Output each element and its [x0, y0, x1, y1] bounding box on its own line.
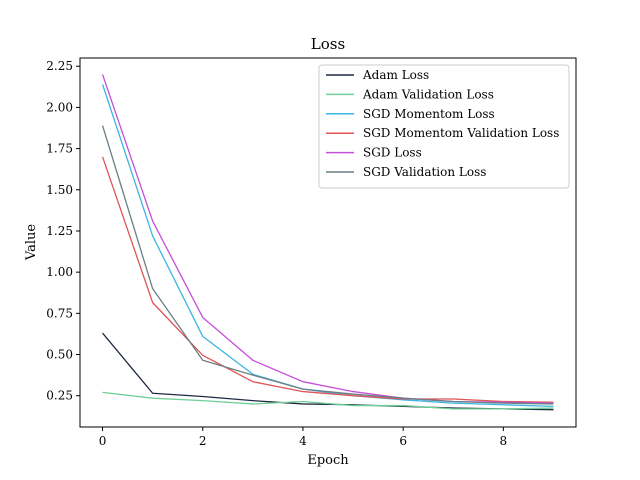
x-tick-label: 6 [399, 434, 407, 448]
plot-lines [101, 74, 554, 411]
y-tick-label: 0.75 [46, 306, 73, 320]
x-tick-label: 2 [199, 434, 207, 448]
x-tick-label: 8 [500, 434, 508, 448]
series-line-4 [101, 156, 554, 403]
series-line-6 [101, 125, 554, 405]
x-axis-label: Epoch [307, 453, 349, 468]
legend: Adam Loss Adam Validation Loss SGD Momento… [318, 64, 570, 189]
legend-entry: SGD Validation Loss [363, 165, 486, 179]
y-tick-label: 0.25 [46, 389, 73, 403]
x-tick-label: 4 [299, 434, 307, 448]
y-tick-label: 0.50 [46, 348, 73, 362]
legend-entry: SGD Momentom Validation Loss [363, 126, 559, 140]
y-tick-label: 1.50 [46, 183, 73, 197]
series-line-3 [101, 84, 554, 408]
legend-entry: Adam Loss [362, 68, 429, 82]
y-tick-label: 2.00 [46, 100, 73, 114]
y-tick-label: 1.75 [46, 142, 73, 156]
legend-box [318, 64, 570, 189]
y-tick-label: 1.00 [46, 265, 73, 279]
y-axis-label: Value [24, 224, 39, 261]
y-tick-label: 2.25 [46, 59, 73, 73]
y-axis: 0.25 0.50 0.75 1.00 1.25 1.50 1.75 2.00 2.25 [46, 59, 80, 403]
plot-frame [79, 57, 577, 428]
legend-entry: SGD Momentom Loss [363, 107, 495, 121]
series-line-2 [102, 391, 554, 410]
x-axis: 0 2 4 6 8 [99, 427, 507, 448]
chart-title: Loss [311, 35, 345, 53]
legend-entry: Adam Validation Loss [362, 87, 494, 101]
y-tick-label: 1.25 [46, 224, 73, 238]
x-tick-label: 0 [99, 434, 107, 448]
legend-entry: SGD Loss [363, 146, 422, 160]
